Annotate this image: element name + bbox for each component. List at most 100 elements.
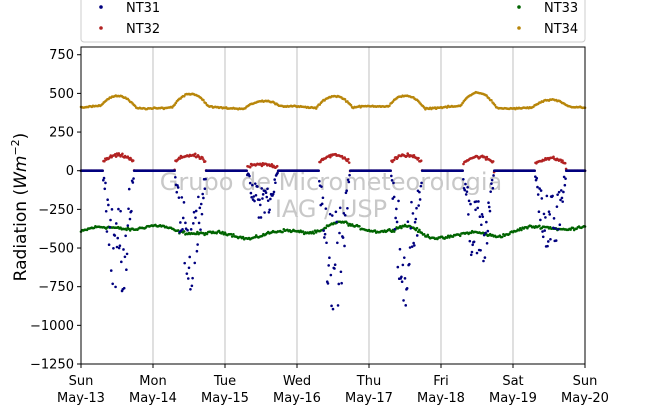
data-point-nt34: [202, 98, 205, 102]
data-point-nt33: [426, 233, 430, 237]
data-point-nt31: [186, 228, 189, 232]
y-tick-label: −1000: [30, 319, 74, 334]
legend-label: NT34: [544, 22, 578, 37]
data-point-nt31: [481, 215, 485, 219]
data-point-nt31: [484, 231, 487, 235]
data-point-nt34: [485, 94, 488, 97]
data-point-nt31: [177, 196, 181, 199]
data-point-nt31: [250, 196, 253, 199]
data-point-nt33: [312, 232, 316, 235]
data-point-nt31: [251, 183, 254, 187]
data-point-nt33: [125, 228, 128, 232]
data-point-nt31: [554, 239, 558, 242]
data-point-nt33: [538, 224, 541, 228]
data-point-nt31: [462, 177, 465, 181]
data-point-nt31: [552, 226, 555, 230]
data-point-nt31: [474, 200, 478, 203]
data-point-nt31: [469, 253, 473, 257]
data-point-nt31: [333, 263, 337, 267]
data-point-nt31: [346, 178, 350, 182]
data-point-nt31: [396, 265, 400, 269]
data-point-nt31: [536, 193, 540, 196]
data-point-nt31: [120, 260, 123, 264]
data-point-nt31: [261, 197, 264, 200]
data-point-nt31: [326, 282, 330, 285]
data-point-nt33: [458, 234, 462, 238]
data-point-nt32: [485, 155, 489, 159]
data-point-nt31: [347, 180, 351, 184]
x-tick-date: May-19: [489, 391, 537, 406]
data-point-nt31: [252, 195, 256, 198]
data-point-nt31: [537, 210, 541, 213]
data-point-nt31: [536, 185, 539, 189]
data-point-nt31: [340, 281, 343, 285]
data-point-nt31: [393, 227, 397, 231]
data-point-nt31: [464, 182, 467, 186]
data-point-nt31: [472, 240, 476, 244]
data-point-nt31: [487, 201, 490, 204]
data-point-nt31: [343, 244, 346, 248]
data-point-nt34: [388, 104, 391, 108]
data-point-nt31: [408, 246, 412, 249]
data-point-nt31: [117, 207, 120, 211]
data-point-nt31: [327, 264, 330, 267]
data-point-nt31: [194, 209, 198, 213]
data-point-nt31: [276, 171, 279, 175]
data-point-nt33: [194, 232, 198, 236]
data-point-nt31: [336, 304, 340, 307]
data-point-nt31: [554, 227, 557, 230]
data-point-nt31: [535, 176, 539, 180]
data-point-nt31: [111, 282, 114, 286]
data-point-nt31: [185, 272, 189, 275]
data-point-nt33: [301, 230, 305, 233]
data-point-nt31: [395, 220, 399, 224]
data-point-nt31: [266, 199, 270, 202]
data-point-nt31: [328, 256, 331, 260]
data-point-nt31: [541, 230, 544, 233]
x-tick-date: May-18: [417, 391, 465, 406]
data-point-nt31: [552, 217, 556, 220]
data-point-nt33: [373, 229, 377, 232]
data-point-nt33: [182, 230, 186, 233]
data-point-nt31: [389, 169, 392, 173]
data-point-nt32: [197, 155, 201, 158]
data-point-nt31: [488, 209, 492, 213]
data-point-nt32: [248, 165, 252, 169]
data-point-nt33: [221, 230, 224, 234]
data-point-nt31: [188, 255, 192, 259]
data-point-nt31: [176, 184, 179, 187]
data-point-nt31: [114, 285, 117, 289]
data-point-nt33: [508, 232, 511, 236]
data-point-nt31: [338, 206, 342, 210]
y-tick-label: 750: [49, 48, 74, 63]
data-point-nt31: [541, 235, 545, 239]
data-point-nt32: [121, 152, 124, 156]
data-point-nt31: [115, 245, 119, 249]
data-point-nt33: [232, 233, 235, 236]
data-point-nt31: [258, 198, 261, 202]
data-point-nt31: [122, 248, 125, 251]
data-point-nt31: [333, 267, 336, 270]
y-tick-label: −1250: [30, 358, 74, 373]
data-point-nt31: [401, 263, 405, 267]
data-point-nt31: [543, 229, 546, 232]
legend-marker: [99, 26, 103, 30]
data-point-nt31: [471, 243, 474, 247]
data-point-nt31: [132, 177, 135, 180]
legend-box: [80, 0, 586, 43]
x-axis: Sun May-13 Mon May-14 Tue May-15 Wed May-16 Thu M…: [57, 364, 609, 406]
data-point-nt31: [548, 213, 552, 216]
data-point-nt32: [203, 160, 207, 163]
data-point-nt32: [347, 161, 351, 164]
data-series: [79, 90, 587, 311]
data-point-nt31: [479, 248, 482, 252]
data-point-nt31: [264, 191, 268, 195]
series-nt33: [79, 220, 587, 241]
data-point-nt31: [331, 307, 335, 311]
data-point-nt31: [265, 195, 269, 199]
data-point-nt33: [229, 232, 233, 236]
data-point-nt32: [329, 155, 332, 159]
data-point-nt31: [269, 197, 272, 201]
data-point-nt31: [549, 237, 552, 241]
data-point-nt31: [261, 193, 265, 196]
